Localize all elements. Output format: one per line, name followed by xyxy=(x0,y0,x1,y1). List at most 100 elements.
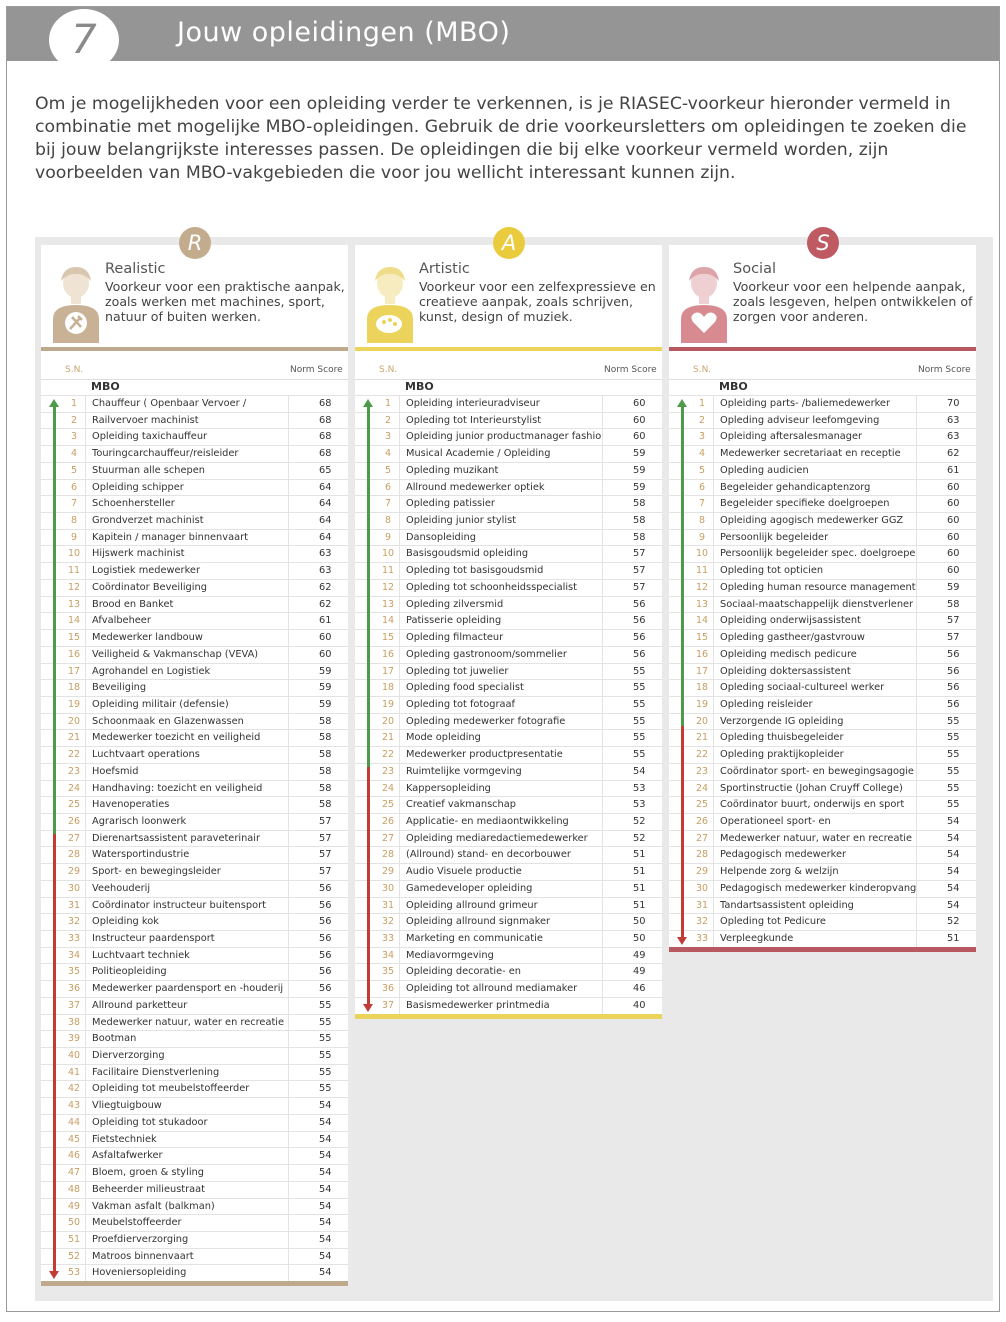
norm-score: 59 xyxy=(602,479,662,496)
course-name: Touringcarchauffeur/reisleider xyxy=(85,446,288,462)
table-header: S.N. Norm Score xyxy=(669,365,976,379)
column-description: Voorkeur voor een zelfexpressieve en cre… xyxy=(419,279,656,324)
table-row: 10 Basisgoudsmid opleiding 57 xyxy=(355,545,662,563)
row-number: 46 xyxy=(67,1150,81,1162)
course-name: Vakman asfalt (balkman) xyxy=(85,1198,288,1215)
table-row: 13 Brood en Banket 62 xyxy=(41,595,348,613)
norm-score: 59 xyxy=(916,579,976,596)
table-row: 5 Opleding muzikant 59 xyxy=(355,461,662,479)
course-name: Opleding tot schoonheidsspecialist xyxy=(399,579,602,596)
letter-badge-r: R xyxy=(179,227,211,259)
row-number: 13 xyxy=(381,598,395,610)
arrow-line-low xyxy=(53,833,56,1274)
row-number: 2 xyxy=(698,414,706,426)
row-number: 35 xyxy=(381,966,395,978)
table-row: 21 Mode opleiding 55 xyxy=(355,729,662,747)
course-name: Handhaving: toezicht en veiligheid xyxy=(85,780,288,797)
column-description: Voorkeur voor een praktische aanpak, zoa… xyxy=(105,279,345,324)
arrow-up-icon xyxy=(677,399,687,407)
norm-score: 58 xyxy=(288,747,348,763)
norm-score: 54 xyxy=(602,763,662,780)
table-row: 19 Opleding tot fotograaf 55 xyxy=(355,695,662,713)
row-number: 32 xyxy=(695,916,709,928)
norm-score: 55 xyxy=(288,1014,348,1031)
course-name: Sport- en bewegingsleider xyxy=(85,864,288,880)
norm-score: 54 xyxy=(288,1148,348,1165)
course-name: Begeleider gehandicaptenzorg xyxy=(713,479,916,496)
row-number: 19 xyxy=(695,698,709,710)
row-number: 8 xyxy=(70,515,78,527)
row-number: 18 xyxy=(381,682,395,694)
norm-score: 57 xyxy=(288,813,348,830)
course-name: Meubelstoffeerder xyxy=(85,1215,288,1231)
norm-score: 63 xyxy=(288,546,348,563)
table-row: 34 Luchtvaart techniek 56 xyxy=(41,946,348,964)
row-number: 45 xyxy=(67,1133,81,1145)
norm-score: 56 xyxy=(288,914,348,930)
norm-score: 55 xyxy=(288,997,348,1014)
table-row: 12 Coördinator Beveiliging 62 xyxy=(41,578,348,596)
table-group: MBO xyxy=(355,379,662,395)
course-name: Beheerder milieustraat xyxy=(85,1181,288,1198)
table-header: S.N. Norm Score xyxy=(41,365,348,379)
table-row: 1 Opleiding parts- /baliemedewerker 70 xyxy=(669,395,976,412)
table-row: 42 Opleiding tot meubelstoffeerder 55 xyxy=(41,1080,348,1098)
norm-score: 63 xyxy=(916,412,976,429)
letter-badge-a: A xyxy=(493,227,525,259)
sn-header: S.N. xyxy=(65,365,84,375)
norm-score: 55 xyxy=(288,1048,348,1064)
course-name: Opleding muzikant xyxy=(399,462,602,479)
course-name: Pedagogisch medewerker kinderopvang xyxy=(713,880,916,897)
course-name: Opleiding medisch pedicure xyxy=(713,646,916,663)
table-row: 43 Vliegtuigbouw 54 xyxy=(41,1097,348,1114)
table-row: 22 Luchtvaart operations 58 xyxy=(41,746,348,763)
row-number: 30 xyxy=(67,882,81,894)
norm-score: 59 xyxy=(288,663,348,680)
row-number: 7 xyxy=(384,498,392,510)
norm-score: 63 xyxy=(288,563,348,579)
row-number: 1 xyxy=(384,398,392,409)
norm-score: 49 xyxy=(602,947,662,964)
wrench-figure-icon xyxy=(53,267,99,343)
row-number: 42 xyxy=(67,1083,81,1095)
row-number: 40 xyxy=(67,1050,81,1062)
norm-score: 54 xyxy=(916,813,976,830)
norm-score: 61 xyxy=(288,613,348,630)
row-number: 12 xyxy=(67,581,81,593)
row-number: 17 xyxy=(381,665,395,677)
norm-score: 57 xyxy=(916,630,976,646)
group-label: MBO xyxy=(405,380,434,393)
row-number: 17 xyxy=(695,665,709,677)
norm-score: 60 xyxy=(916,546,976,563)
table-row: 9 Kapitein / manager binnenvaart 64 xyxy=(41,528,348,546)
row-number: 50 xyxy=(67,1217,81,1229)
row-number: 34 xyxy=(381,949,395,961)
table-row: 8 Opleiding agogisch medewerker GGZ 60 xyxy=(669,512,976,529)
table-row: 41 Facilitaire Dienstverlening 55 xyxy=(41,1063,348,1081)
row-number: 30 xyxy=(381,882,395,894)
norm-score: 56 xyxy=(916,680,976,696)
row-number: 3 xyxy=(70,431,78,443)
table-header: S.N. Norm Score xyxy=(355,365,662,379)
arrow-line-high xyxy=(367,405,370,767)
norm-score: 63 xyxy=(916,429,976,446)
ranking-arrow xyxy=(49,399,59,1280)
table-row: 5 Opleding audicien 61 xyxy=(669,461,976,479)
course-name: Ruimtelijke vormgeving xyxy=(399,763,602,780)
norm-score: 57 xyxy=(602,563,662,579)
arrow-line-low xyxy=(367,766,370,1006)
course-name: Musical Academie / Opleiding xyxy=(399,446,602,462)
row-number: 7 xyxy=(70,498,78,510)
row-number: 14 xyxy=(67,615,81,627)
row-number: 4 xyxy=(70,448,78,460)
row-number: 36 xyxy=(67,983,81,995)
course-name: Fietstechniek xyxy=(85,1131,288,1148)
norm-score: 58 xyxy=(288,713,348,730)
norm-score: 65 xyxy=(288,462,348,479)
norm-score: 56 xyxy=(602,613,662,630)
course-name: Opleiding kok xyxy=(85,914,288,930)
row-number: 6 xyxy=(70,481,78,493)
row-number: 4 xyxy=(698,448,706,460)
table-row: 45 Fietstechniek 54 xyxy=(41,1130,348,1148)
table-row: 34 Mediavormgeving 49 xyxy=(355,946,662,964)
